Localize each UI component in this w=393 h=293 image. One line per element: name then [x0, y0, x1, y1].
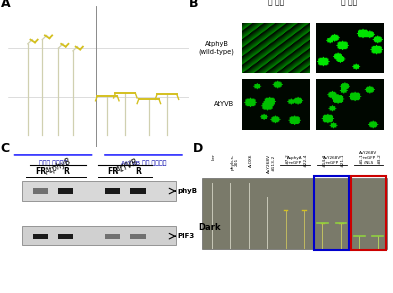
Bar: [130, 188, 146, 194]
Text: AsphyA
+eGFP: AsphyA +eGFP: [287, 156, 303, 165]
Text: AtYVB 도입 애기장대: AtYVB 도입 애기장대: [121, 161, 166, 166]
Bar: [314, 176, 349, 250]
Bar: [22, 181, 176, 201]
Bar: [105, 188, 120, 194]
Text: D: D: [193, 142, 203, 155]
Bar: [58, 234, 73, 239]
Text: AtphyB
(wild-type): AtphyB (wild-type): [198, 41, 234, 55]
Text: #3-2: #3-2: [378, 154, 382, 164]
Bar: [202, 178, 387, 249]
Text: 광 조건: 광 조건: [342, 0, 358, 6]
Text: #21-1: #21-1: [341, 154, 345, 167]
Text: phyB: phyB: [178, 188, 198, 194]
Text: PIF3: PIF3: [178, 233, 195, 239]
Text: A-OX6: A-OX6: [249, 154, 253, 167]
Text: C: C: [1, 142, 10, 155]
Text: #22-4: #22-4: [304, 154, 308, 167]
Text: AsY268V
+eGFP: AsY268V +eGFP: [323, 156, 341, 165]
Bar: [105, 234, 120, 239]
Text: FR: FR: [107, 167, 118, 176]
Bar: [130, 234, 146, 239]
Text: phyb-s-
201: phyb-s- 201: [230, 154, 239, 170]
Text: AtYVB: AtYVB: [214, 101, 234, 107]
Bar: [22, 226, 176, 245]
Bar: [58, 188, 73, 194]
Text: A: A: [1, 0, 10, 11]
Text: #7-2: #7-2: [286, 154, 290, 164]
Text: 암 조건: 암 조건: [165, 11, 183, 21]
Text: AtYVB: AtYVB: [115, 158, 140, 176]
Text: AsY268V
+eGFP
/NLS: AsY268V +eGFP /NLS: [360, 151, 378, 165]
Bar: [33, 188, 48, 194]
Bar: [351, 176, 386, 250]
Text: B: B: [189, 0, 198, 11]
Text: #14-2: #14-2: [322, 154, 327, 167]
Text: FR: FR: [35, 167, 46, 176]
Text: R: R: [135, 167, 141, 176]
Text: AsY268V
#113-2: AsY268V #113-2: [267, 154, 275, 173]
Text: AtphyB: AtphyB: [44, 158, 73, 177]
Text: R: R: [63, 167, 69, 176]
Bar: [33, 234, 48, 239]
Text: Dark: Dark: [198, 223, 221, 232]
Text: Ler: Ler: [212, 154, 216, 160]
Text: #1-1: #1-1: [359, 154, 363, 164]
Text: 야생형 애기장대: 야생형 애기장대: [39, 161, 67, 166]
Text: 암 조건: 암 조건: [268, 0, 284, 6]
